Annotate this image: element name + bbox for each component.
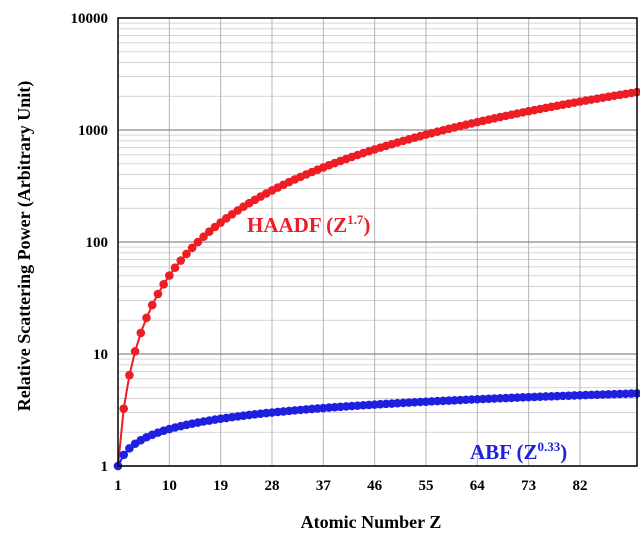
y-tick-label: 10 bbox=[93, 347, 108, 363]
y-tick-labels: 1 10 100 1000 10000 bbox=[71, 11, 109, 475]
x-tick-label: 73 bbox=[521, 478, 536, 494]
data-point bbox=[159, 280, 168, 289]
series-haadf bbox=[113, 87, 640, 471]
x-tick-label: 55 bbox=[418, 478, 433, 494]
x-tick-label: 10 bbox=[162, 478, 177, 494]
data-point bbox=[119, 404, 129, 413]
x-tick-labels: 1 10 19 28 37 46 55 64 73 82 bbox=[114, 478, 587, 494]
data-point bbox=[119, 450, 129, 460]
x-axis-title: Atomic Number Z bbox=[301, 512, 442, 532]
abf-label-text: ABF (Z bbox=[470, 440, 537, 464]
data-point bbox=[170, 263, 180, 273]
data-point bbox=[165, 271, 174, 280]
haadf-label-exponent: 1.7 bbox=[347, 212, 364, 227]
abf-label-exponent: 0.33 bbox=[537, 439, 560, 454]
x-tick-label: 28 bbox=[264, 478, 279, 494]
data-point bbox=[176, 256, 186, 265]
haadf-label-text: HAADF (Z bbox=[247, 213, 347, 237]
data-point bbox=[187, 243, 197, 253]
data-point bbox=[199, 232, 208, 242]
abf-series-label: ABF (Z0.33) bbox=[470, 439, 567, 464]
y-tick-label: 1000 bbox=[78, 123, 108, 139]
data-point bbox=[125, 370, 134, 380]
haadf-series-label: HAADF (Z1.7) bbox=[247, 212, 370, 237]
data-point bbox=[136, 328, 146, 338]
abf-label-close: ) bbox=[560, 440, 567, 464]
series-abf bbox=[113, 389, 640, 471]
plot-frame bbox=[117, 17, 638, 467]
y-tick-label: 100 bbox=[86, 235, 109, 251]
y-tick-label: 1 bbox=[101, 459, 109, 475]
data-point bbox=[182, 249, 191, 259]
x-tick-label: 46 bbox=[367, 478, 383, 494]
x-tick-label: 19 bbox=[213, 478, 228, 494]
data-point bbox=[204, 227, 214, 237]
data-point bbox=[142, 313, 151, 323]
x-tick-label: 64 bbox=[470, 478, 486, 494]
data-point bbox=[130, 347, 140, 356]
data-point bbox=[193, 237, 203, 247]
x-tick-label: 82 bbox=[572, 478, 587, 494]
haadf-label-close: ) bbox=[363, 213, 370, 237]
data-point bbox=[125, 444, 134, 453]
series-layer bbox=[113, 87, 640, 471]
data-point bbox=[147, 300, 157, 310]
minor-gridlines bbox=[118, 22, 637, 433]
y-tick-label: 10000 bbox=[71, 11, 109, 27]
x-tick-label: 37 bbox=[316, 478, 332, 494]
x-tick-label: 1 bbox=[114, 478, 122, 494]
y-axis-title: Relative Scattering Power (Arbitrary Uni… bbox=[14, 81, 35, 412]
data-point bbox=[153, 289, 163, 299]
